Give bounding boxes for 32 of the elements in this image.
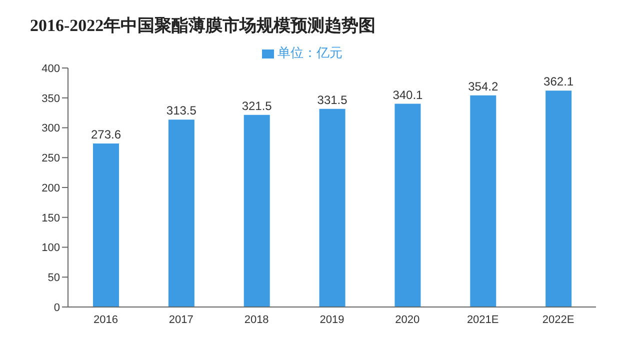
bar (394, 104, 421, 307)
y-tick-label: 200 (42, 182, 60, 194)
x-tick-label: 2020 (395, 314, 420, 326)
y-tick-label: 400 (42, 62, 60, 75)
x-tick-label: 2016 (93, 314, 118, 326)
data-label: 331.5 (317, 92, 348, 107)
x-tick-label: 2017 (168, 314, 194, 326)
y-tick-label: 50 (48, 272, 60, 284)
bar (319, 108, 346, 307)
x-tick-label: 2019 (320, 314, 344, 326)
chart-title: 2016-2022年中国聚酯薄膜市场规模预测趋势图 (30, 15, 376, 37)
x-tick-label: 2022E (542, 314, 574, 326)
data-label: 362.1 (544, 74, 574, 89)
data-label: 313.5 (166, 104, 197, 118)
bar (93, 144, 119, 307)
bar (168, 120, 194, 307)
legend-label: 单位：亿元 (278, 45, 342, 60)
y-tick-label: 300 (42, 122, 60, 135)
y-tick-label: 250 (42, 152, 60, 165)
data-label: 354.2 (468, 79, 498, 94)
data-label: 273.6 (90, 128, 122, 142)
y-tick-label: 150 (42, 212, 60, 224)
bar (546, 90, 572, 307)
y-tick-label: 100 (42, 242, 60, 254)
y-tick-label: 350 (42, 92, 60, 105)
x-tick-label: 2021E (466, 314, 499, 326)
bar (244, 114, 270, 307)
x-tick-label: 2018 (244, 314, 269, 326)
bar (470, 95, 496, 307)
y-tick-label: 0 (54, 302, 60, 314)
data-label: 321.5 (242, 98, 272, 113)
data-label: 340.1 (392, 88, 424, 102)
